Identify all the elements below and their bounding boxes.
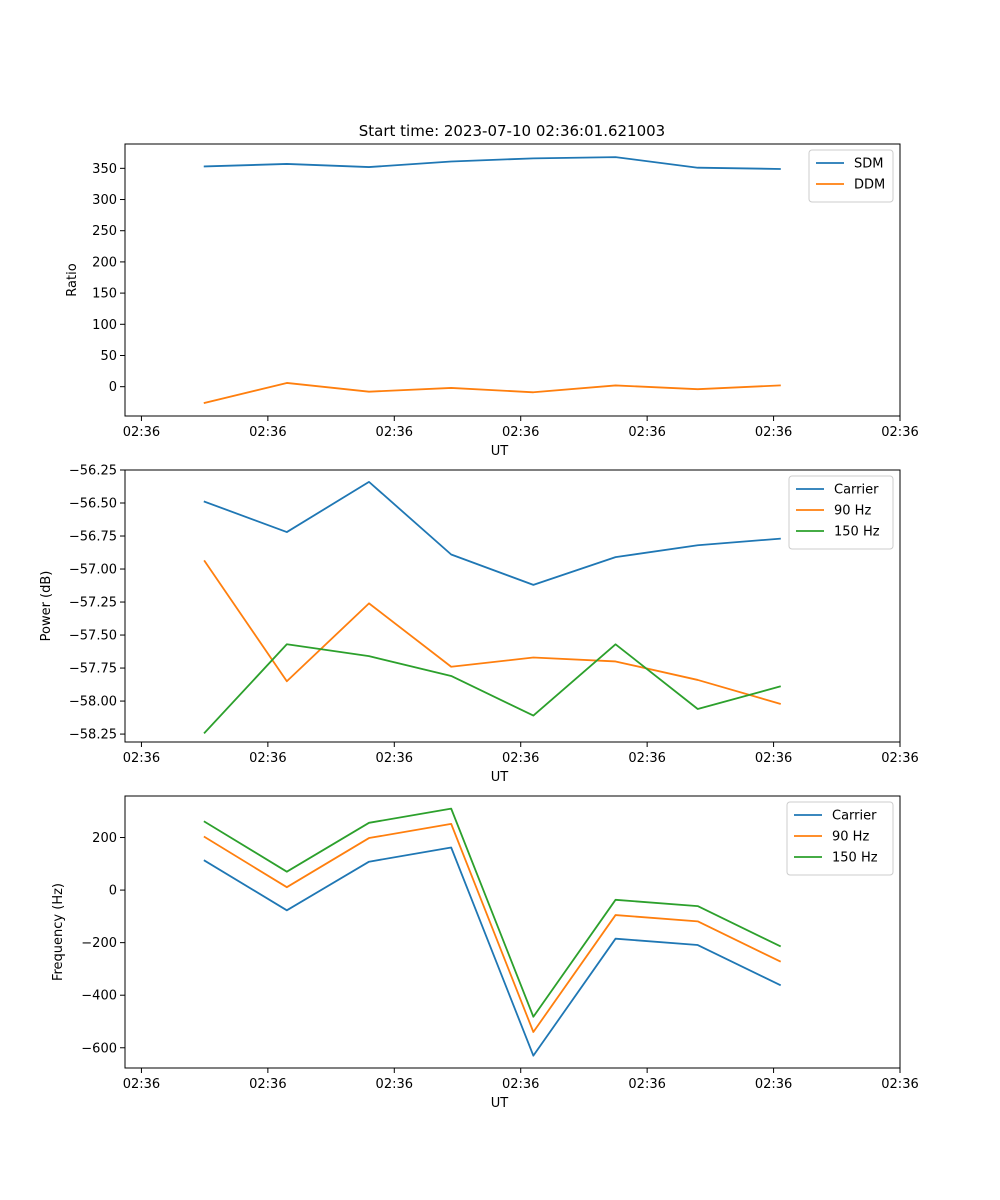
y-tick-label: 100 [92, 318, 117, 333]
x-tick-label: 02:36 [502, 751, 539, 766]
x-tick-label: 02:36 [881, 751, 918, 766]
x-tick-label: 02:36 [249, 1077, 286, 1092]
figure-title: Start time: 2023-07-10 02:36:01.621003 [359, 122, 665, 140]
series-line-ddm [203, 382, 781, 404]
y-axis-label: Frequency (Hz) [51, 883, 66, 981]
series-line-150-hz [203, 807, 782, 1018]
y-axis-label: Ratio [65, 263, 80, 296]
y-tick-label: −600 [81, 1041, 117, 1056]
y-tick-label: −57.00 [69, 563, 117, 578]
x-tick-label: 02:36 [628, 751, 665, 766]
plots: 02:3602:3602:3602:3602:3602:3602:3602:37… [39, 143, 919, 1111]
x-tick-label: 02:36 [755, 751, 792, 766]
chart-panel-1: 02:3602:3602:3602:3602:3602:3602:3602:37… [65, 143, 919, 459]
y-tick-label: −56.25 [69, 464, 117, 479]
axes-frame [124, 143, 901, 417]
legend-label: SDM [854, 157, 883, 172]
y-tick-label: −57.25 [69, 596, 117, 611]
axes-frame [124, 469, 901, 743]
legend-label: Carrier [832, 809, 877, 824]
y-tick-label: −57.50 [69, 629, 117, 644]
x-tick-label: 02:36 [376, 425, 413, 440]
x-tick-label: 02:36 [881, 425, 918, 440]
y-tick-label: −56.75 [69, 530, 117, 545]
x-tick-label: 02:36 [376, 751, 413, 766]
y-tick-label: 0 [109, 884, 117, 899]
x-tick-label: 02:36 [123, 425, 160, 440]
y-tick-label: −57.75 [69, 662, 117, 677]
series-line-90-hz [203, 822, 782, 1033]
x-axis-label: UT [491, 444, 509, 459]
legend-label: 150 Hz [834, 525, 880, 540]
y-tick-label: 250 [92, 224, 117, 239]
legend-label: 150 Hz [832, 851, 878, 866]
y-tick-label: 0 [109, 380, 117, 395]
y-tick-label: 150 [92, 287, 117, 302]
y-tick-label: −58.00 [69, 695, 117, 710]
x-tick-label: 02:36 [249, 751, 286, 766]
x-tick-label: 02:36 [628, 1077, 665, 1092]
legend-label: 90 Hz [834, 504, 871, 519]
x-tick-label: 02:36 [628, 425, 665, 440]
x-tick-label: 02:36 [502, 425, 539, 440]
legend-label: DDM [854, 178, 885, 193]
y-tick-label: 300 [92, 193, 117, 208]
y-tick-label: 350 [92, 162, 117, 177]
series-line-90-hz [203, 559, 782, 705]
y-tick-label: 200 [92, 255, 117, 270]
x-tick-label: 02:36 [123, 751, 160, 766]
legend-label: 90 Hz [832, 830, 869, 845]
x-axis-label: UT [491, 770, 509, 785]
chart-panel-2: 02:3602:3602:3602:3602:3602:3602:3602:37… [39, 464, 919, 786]
legend: Carrier 90 Hz 150 Hz [788, 475, 894, 550]
x-tick-label: 02:36 [755, 1077, 792, 1092]
x-tick-label: 02:36 [249, 425, 286, 440]
series-line-carrier [203, 846, 782, 1057]
y-tick-label: 200 [92, 831, 117, 846]
axes-frame [124, 795, 901, 1069]
legend: Carrier 90 Hz 150 Hz [786, 801, 894, 876]
x-tick-label: 02:36 [376, 1077, 413, 1092]
series-line-sdm [203, 156, 781, 170]
legend-label: Carrier [834, 483, 879, 498]
legend: SDM DDM [808, 149, 894, 203]
y-tick-label: −200 [81, 936, 117, 951]
x-tick-label: 02:36 [881, 1077, 918, 1092]
y-tick-label: −56.50 [69, 497, 117, 512]
y-tick-label: −58.25 [69, 728, 117, 743]
x-tick-label: 02:36 [123, 1077, 160, 1092]
x-tick-label: 02:36 [755, 425, 792, 440]
series-line-150-hz [203, 643, 781, 735]
y-tick-label: −400 [81, 989, 117, 1004]
series-line-carrier [203, 480, 781, 586]
x-tick-label: 02:36 [502, 1077, 539, 1092]
y-tick-label: 50 [100, 349, 117, 364]
chart-panel-3: 02:3602:3602:3602:3602:3602:3602:3602:37… [51, 795, 919, 1111]
y-axis-label: Power (dB) [39, 571, 54, 642]
x-axis-label: UT [491, 1096, 509, 1111]
